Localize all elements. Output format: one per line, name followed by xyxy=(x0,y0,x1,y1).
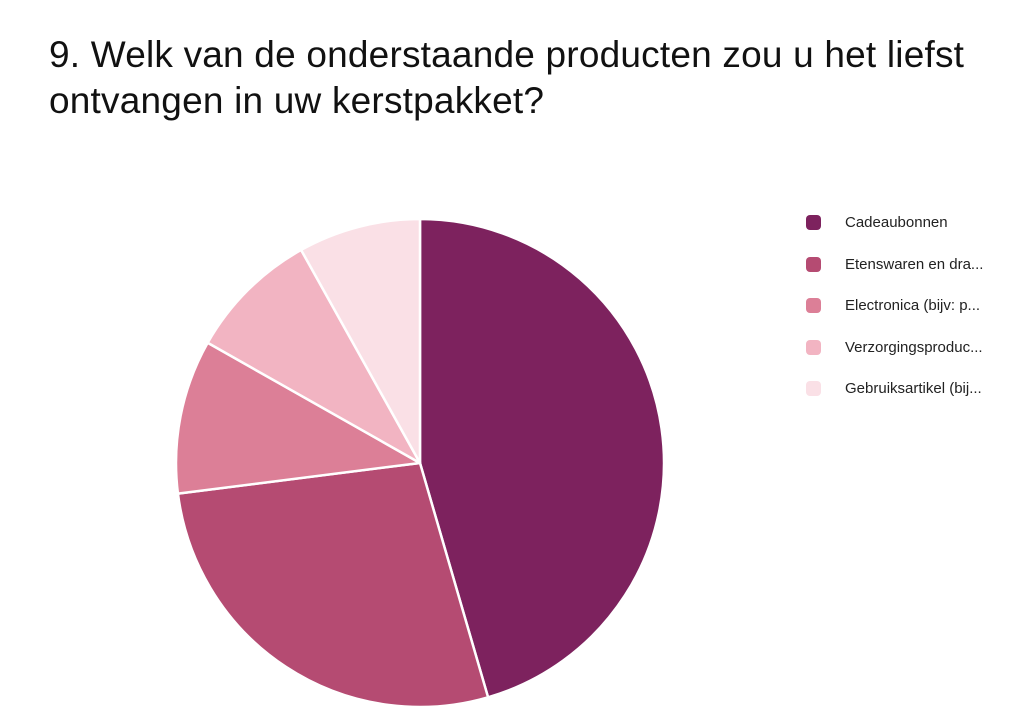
pie-slice-4[interactable] xyxy=(299,217,422,465)
legend-item-cadeaubonnen[interactable]: Cadeaubonnen xyxy=(806,212,983,233)
pie-slice-0[interactable] xyxy=(418,217,666,699)
pie-slice-3[interactable] xyxy=(206,248,422,465)
legend-label: Verzorgingsproduc... xyxy=(845,338,983,356)
legend-swatch-icon xyxy=(806,339,821,355)
legend-label: Cadeaubonnen xyxy=(845,214,948,231)
legend-label: Etenswaren en dra... xyxy=(845,255,984,273)
legend-swatch-icon xyxy=(806,298,821,313)
legend-item-verzorgingsproducten[interactable]: Verzorgingsproduc... xyxy=(806,337,983,358)
legend-item-electronica[interactable]: Electronica (bijv: p... xyxy=(806,295,983,316)
legend: Cadeaubonnen Etenswaren en dra... Electr… xyxy=(806,212,983,420)
chart-title: 9. Welk van de onderstaande producten zo… xyxy=(49,34,965,121)
pie-slices xyxy=(174,217,666,709)
legend-item-gebruiksartikel[interactable]: Gebruiksartikel (bij... xyxy=(806,378,983,399)
pie-slice-2[interactable] xyxy=(174,341,422,495)
legend-swatch-icon xyxy=(806,256,821,272)
pie-slice-1[interactable] xyxy=(176,461,490,709)
legend-swatch-icon xyxy=(806,215,821,230)
legend-swatch-icon xyxy=(806,381,821,396)
legend-label: Gebruiksartikel (bij... xyxy=(845,380,982,397)
legend-item-etenswaren[interactable]: Etenswaren en dra... xyxy=(806,254,983,275)
legend-label: Electronica (bijv: p... xyxy=(845,297,981,314)
